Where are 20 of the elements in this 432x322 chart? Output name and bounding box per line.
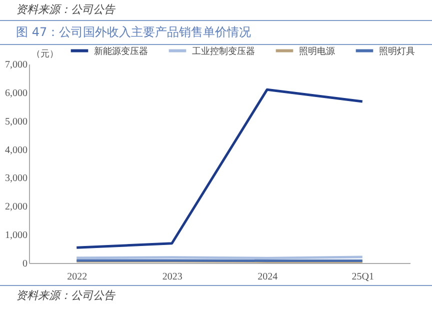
legend-label: 照明电源 xyxy=(299,46,335,57)
legend-label: 工业控制变压器 xyxy=(192,46,255,57)
chart-title: 图 47：公司国外收入主要产品销售单价情况 xyxy=(0,21,432,45)
x-tick-label: 25Q1 xyxy=(352,272,374,282)
y-tick-label: 5,000 xyxy=(5,116,28,128)
y-tick-label: 7,000 xyxy=(5,60,28,70)
y-tick-label: 3,000 xyxy=(5,173,28,184)
y-tick-label: 2,000 xyxy=(5,202,28,213)
text: 资料来源：公司公告 xyxy=(0,2,432,21)
legend-label: 照明灯具 xyxy=(379,46,415,57)
y-axis-title: （元） xyxy=(32,48,58,60)
x-tick-label: 2023 xyxy=(162,272,182,282)
x-tick-label: 2022 xyxy=(67,272,88,282)
y-tick-label: 6,000 xyxy=(5,88,28,99)
y-tick-label: 1,000 xyxy=(5,230,28,242)
y-tick-label: 4,000 xyxy=(5,144,28,156)
legend-label: 新能源变压器 xyxy=(94,46,148,57)
y-tick-label: 0 xyxy=(22,258,28,270)
text: 资料来源：公司公告 xyxy=(0,285,432,303)
x-tick-label: 2024 xyxy=(258,272,278,282)
